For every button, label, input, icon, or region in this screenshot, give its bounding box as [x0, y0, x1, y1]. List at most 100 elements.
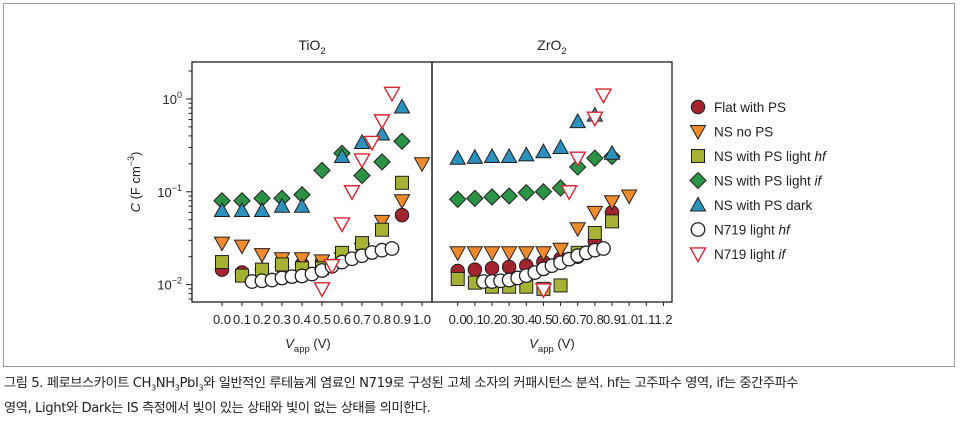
x-tick-label: 1.1 — [637, 312, 655, 327]
data-point — [383, 86, 401, 103]
x-tick-label: 0.2 — [483, 312, 501, 327]
x-tick-label: 0.7 — [353, 312, 371, 327]
caption-text: 와 일반적인 루테늄계 염료인 N719로 구성된 고체 소자의 커패시턴스 분… — [203, 376, 799, 391]
data-point — [605, 214, 619, 229]
series-n719-light-if — [534, 88, 613, 299]
legend-label: N719 light if — [714, 247, 787, 262]
data-point — [467, 262, 483, 277]
x-tick-label: 1.2 — [654, 312, 672, 327]
legend-marker — [689, 171, 707, 190]
x-tick-label: 0.6 — [552, 312, 570, 327]
caption-text: PbI — [179, 376, 199, 391]
legend-label: NS no PS — [714, 125, 773, 140]
series-n719-light-hf — [476, 241, 611, 289]
figure-frame: 0.0 0.1 0.2 0.3 0.4 0.5 0.6 0.7 0.8 0.9 1.0 100 10−1… — [3, 3, 955, 367]
data-point — [449, 246, 467, 262]
data-point — [395, 175, 409, 190]
caption-line-2: 영역, Light와 Dark는 IS 측정에서 빛이 있는 상태와 빛이 없는… — [4, 399, 956, 419]
panel-tio2: 0.0 0.1 0.2 0.3 0.4 0.5 0.6 0.7 0.8 0.9 1.0 100 10−1… — [126, 37, 433, 355]
data-point — [569, 222, 587, 238]
data-point — [535, 246, 552, 262]
data-point — [253, 248, 271, 264]
data-point — [373, 153, 391, 171]
data-point — [552, 242, 569, 258]
caption-subscript: 3 — [198, 383, 204, 393]
data-point — [293, 197, 311, 213]
data-point — [384, 241, 400, 256]
data-point — [253, 201, 271, 217]
data-point — [483, 246, 501, 262]
x-tick-label: 0.4 — [517, 312, 535, 327]
series-n719-light-hf — [244, 241, 400, 289]
x-axis-label: Vapp (V) — [285, 336, 330, 355]
x-tick-label: 0.0 — [449, 312, 467, 327]
data-point — [353, 133, 371, 149]
caption-text: 영역, Light와 Dark는 IS 측정에서 빛이 있는 상태와 빛이 없는… — [4, 400, 431, 416]
panel-zro2: 0.0 0.1 0.2 0.3 0.4 0.5 0.6 0.7 0.8 0.9 1.0 1.1 1.2 Z… — [431, 37, 673, 355]
data-point — [449, 149, 467, 165]
x-tick-label: 0.9 — [603, 312, 621, 327]
x-tick-label: 0.4 — [293, 312, 311, 327]
x-tick-label: 0.8 — [586, 312, 604, 327]
data-point — [603, 195, 621, 211]
data-point — [333, 147, 351, 164]
legend-marker — [689, 247, 707, 263]
data-point — [313, 161, 331, 180]
data-point — [293, 252, 311, 268]
data-point — [517, 183, 536, 202]
data-point — [500, 147, 518, 164]
data-point — [233, 201, 251, 217]
data-point — [313, 282, 331, 298]
data-point — [466, 246, 484, 262]
data-point — [275, 257, 289, 272]
data-point — [596, 241, 611, 256]
data-point — [394, 207, 410, 223]
x-tick-label: 0.1 — [466, 312, 484, 327]
data-point — [233, 239, 251, 255]
data-point — [620, 189, 638, 205]
data-point — [535, 143, 552, 159]
legend-marker — [689, 124, 707, 141]
x-tick-label: 0.0 — [213, 312, 231, 327]
data-point — [569, 113, 587, 129]
data-point — [363, 135, 381, 152]
series-ns-with-ps-light-if — [213, 132, 411, 210]
data-point — [393, 194, 411, 210]
data-point — [466, 148, 484, 164]
data-point — [375, 222, 389, 237]
caption-text: 그림 5. 페로브스카이트 CH — [4, 376, 152, 391]
caption-line-1: 그림 5. 페로브스카이트 CH3NH3PbI3와 일반적인 루테늄계 염료인 … — [4, 374, 956, 399]
data-point — [603, 144, 621, 160]
x-axis-label: Vapp (V) — [529, 336, 574, 355]
data-point — [413, 157, 431, 173]
x-tick-label: 0.2 — [253, 312, 271, 327]
data-point — [213, 201, 231, 217]
capacitance-chart: 0.0 0.1 0.2 0.3 0.4 0.5 0.6 0.7 0.8 0.9 1.010010−1… — [126, 37, 827, 355]
data-point — [594, 88, 613, 105]
y-tick-label: 10−2 — [157, 276, 182, 293]
data-point — [552, 138, 569, 155]
data-point — [568, 151, 587, 168]
legend-label: N719 light hf — [714, 223, 791, 238]
legend-label: NS with PS light if — [714, 174, 823, 189]
panel-title: ZrO2 — [537, 37, 566, 57]
x-tick-label: 0.6 — [333, 312, 351, 327]
data-point — [343, 185, 361, 201]
x-tick-label: 0.3 — [273, 312, 291, 327]
data-point — [393, 98, 411, 114]
data-point — [353, 166, 371, 185]
data-point — [353, 153, 371, 169]
legend-label: NS with PS dark — [714, 198, 813, 213]
legend-marker — [691, 149, 705, 163]
data-point — [215, 255, 229, 270]
data-point — [393, 132, 411, 151]
data-point — [450, 271, 465, 286]
data-point — [466, 189, 484, 208]
data-point — [560, 185, 578, 201]
data-point — [587, 225, 602, 240]
legend: Flat with PS NS no PS NS with PS light hf N… — [689, 99, 827, 263]
data-point — [586, 149, 604, 167]
caption-subscript: 3 — [174, 383, 180, 393]
legend-marker — [690, 99, 706, 115]
data-point — [448, 190, 467, 209]
